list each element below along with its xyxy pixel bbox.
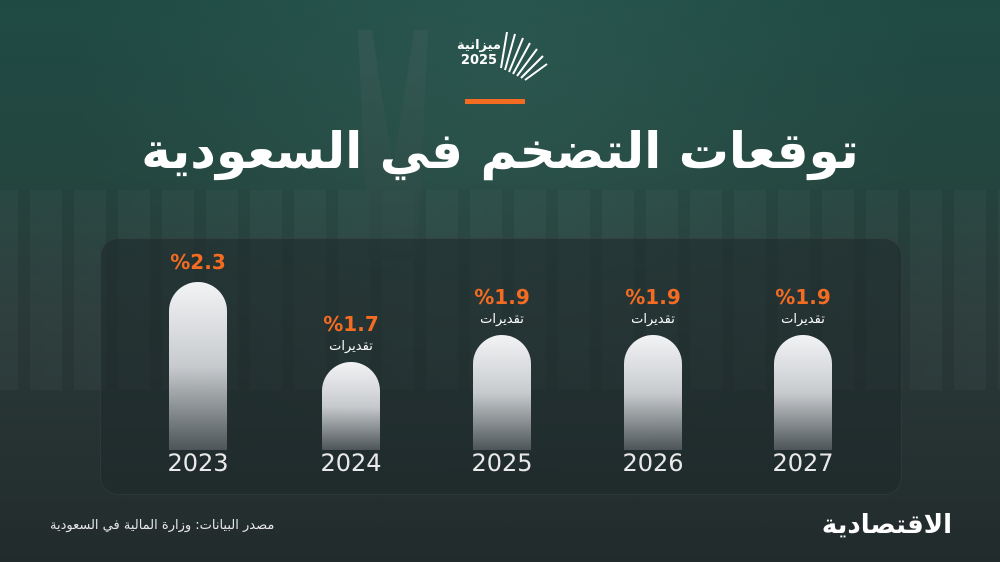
brand-logo: الاقتصادية <box>821 510 952 540</box>
page-title: توقعات التضخم في السعودية <box>141 122 859 180</box>
year-label: 2027 <box>772 449 834 477</box>
logo-text: ميزانية 2025 <box>457 38 501 68</box>
year-label: 2023 <box>167 449 229 477</box>
bar <box>774 335 832 450</box>
source-note: مصدر البيانات: وزارة المالية في السعودية <box>50 518 275 533</box>
value-label: %1.9 <box>625 285 681 309</box>
bar <box>473 335 531 450</box>
budget-2025-logo: ميزانية 2025 <box>455 28 550 88</box>
logo-rays-icon <box>500 31 548 81</box>
bar <box>624 335 682 450</box>
value-label: %2.3 <box>170 250 226 274</box>
bar-group-2025: 2025 %1.9 تقديرات <box>447 0 557 562</box>
value-label: %1.7 <box>323 312 379 336</box>
bar-group-2027: 2027 %1.9 تقديرات <box>748 0 858 562</box>
estimate-note: تقديرات <box>631 312 675 327</box>
estimate-note: تقديرات <box>781 312 825 327</box>
value-label: %1.9 <box>775 285 831 309</box>
value-label: %1.9 <box>474 285 530 309</box>
year-label: 2024 <box>320 449 382 477</box>
estimate-note: تقديرات <box>329 339 373 354</box>
year-label: 2025 <box>471 449 533 477</box>
bar-group-2023: 2023 %2.3 <box>143 0 253 562</box>
year-label: 2026 <box>622 449 684 477</box>
estimate-note: تقديرات <box>480 312 524 327</box>
accent-divider <box>465 99 525 104</box>
bar <box>169 282 227 450</box>
bar-group-2024: 2024 %1.7 تقديرات <box>296 0 406 562</box>
bar <box>322 362 380 450</box>
bar-group-2026: 2026 %1.9 تقديرات <box>598 0 708 562</box>
